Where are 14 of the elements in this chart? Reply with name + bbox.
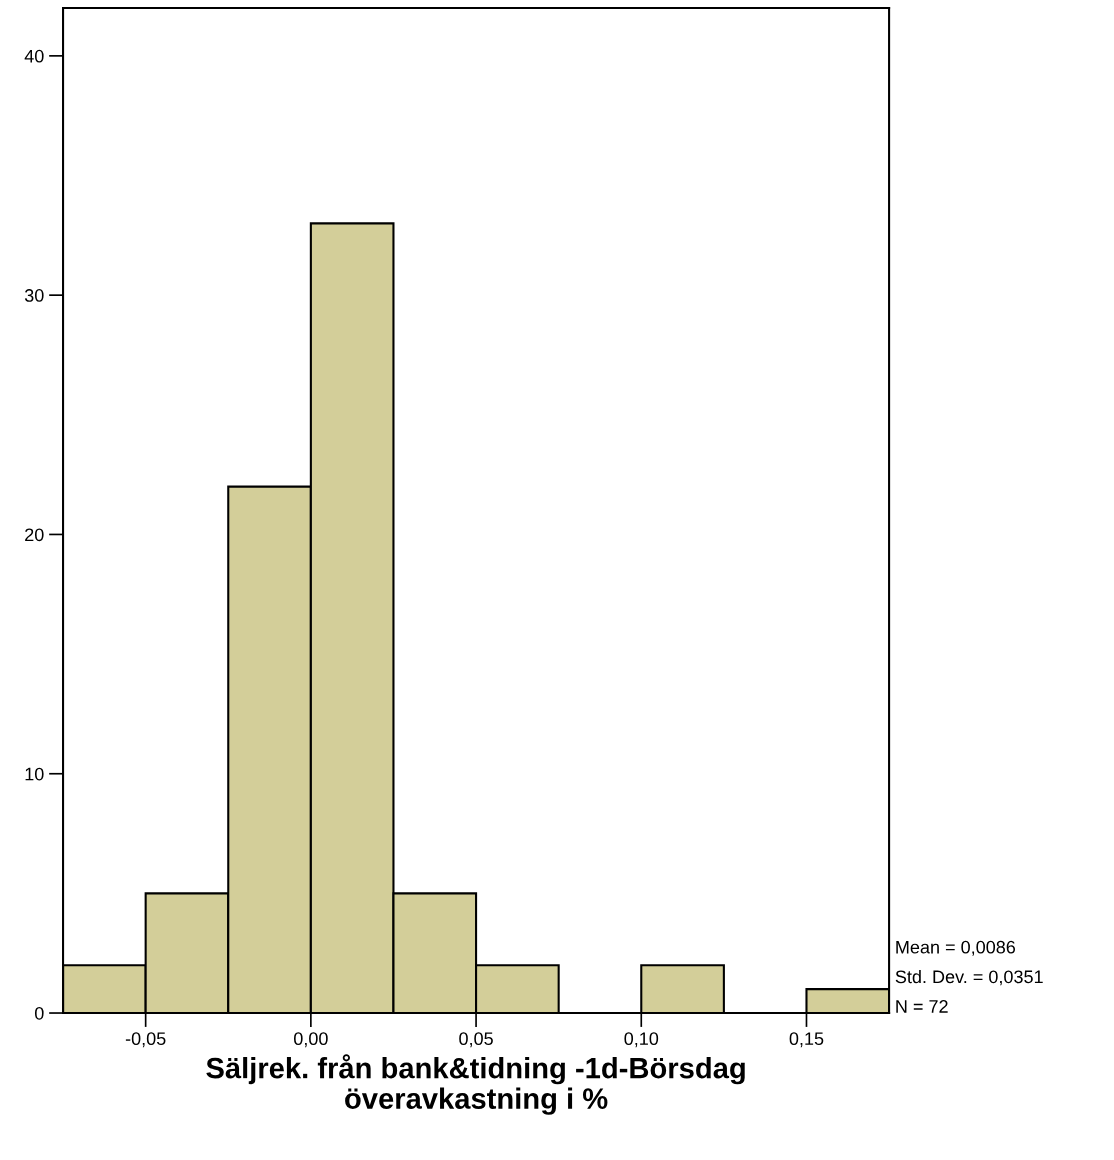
x-tick-label: 0,05	[459, 1032, 493, 1048]
y-tick-label: 10	[25, 767, 44, 781]
text: Std. Dev. = 0,0351	[895, 969, 1043, 986]
x-tick-label: 0,10	[624, 1032, 659, 1048]
y-tick-label: 40	[24, 49, 44, 63]
x-tick-label: 0,00	[294, 1032, 328, 1048]
x-tick-label: -0,05	[125, 1032, 166, 1048]
x-axis-title: Säljrek. från bank&tidning -1d-Börsdag överavkastning i %	[206, 1054, 745, 1115]
y-tick-label: 30	[24, 289, 44, 302]
y-tick-label: 0	[34, 1006, 44, 1020]
x-tick-label: 0,15	[789, 1032, 824, 1048]
text: N = 72	[896, 1000, 948, 1013]
y-tick-label: 20	[25, 528, 44, 542]
text: Mean = 0,0086	[896, 940, 1016, 956]
